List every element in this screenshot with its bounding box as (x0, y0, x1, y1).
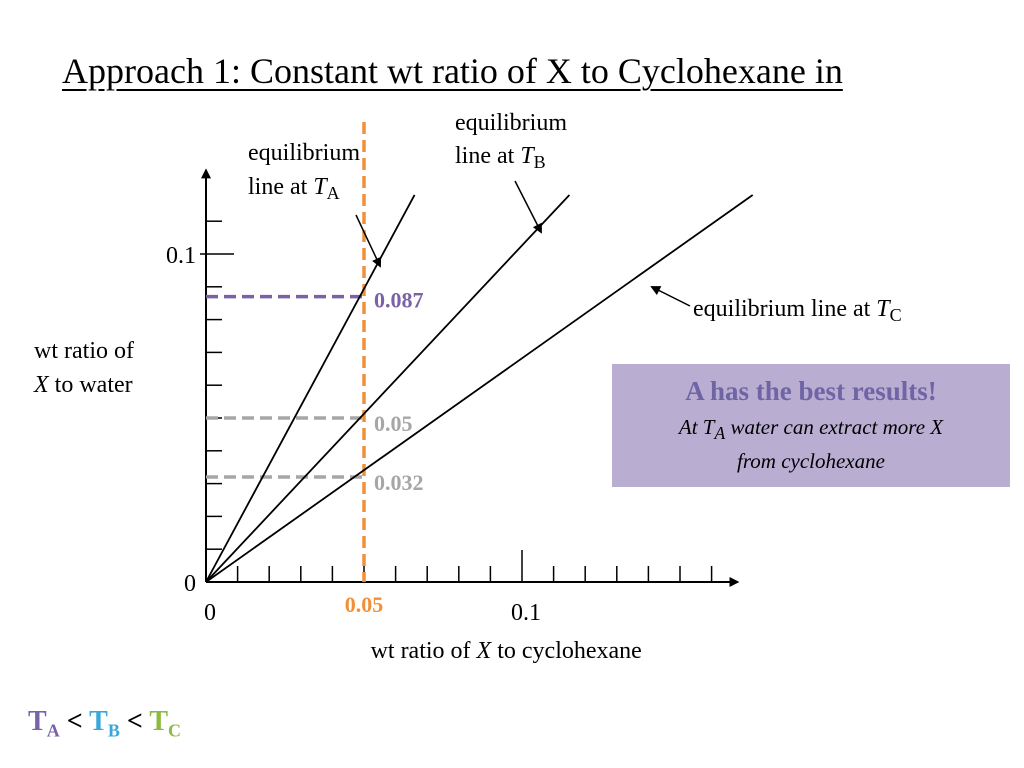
x-tick-label: 0 (204, 600, 216, 626)
order-lt-1: < (66, 706, 83, 737)
equilibrium-line-TA (205, 194, 416, 583)
order-ta: TA (28, 706, 60, 741)
y-axis-label-line2: X to water (33, 372, 133, 398)
y-tick-label: 0 (184, 571, 196, 597)
marker-label-2: 0.032 (374, 470, 424, 495)
pointer-arrow-ta (355, 214, 382, 268)
callout-line1-sub: A (714, 423, 726, 444)
y-tick-label: 0.1 (166, 243, 196, 269)
order-tc: TC (149, 706, 182, 741)
x-axis-label: wt ratio of X to cyclohexane (371, 638, 642, 664)
label-ta-line1: equilibrium (248, 140, 360, 166)
label-tb-line1: equilibrium (455, 110, 567, 136)
pointer-arrow-tc (650, 286, 691, 307)
label-tc: equilibrium line at TC (693, 296, 902, 325)
x-tick-label: 0.1 (511, 600, 541, 626)
equilibrium-line-TC (205, 194, 754, 583)
pointer-arrow-tb (514, 180, 542, 234)
slide-title: Approach 1: Constant wt ratio of X to Cy… (62, 51, 843, 91)
equilibrium-line-TB (205, 194, 571, 583)
result-callout: A has the best results! At TA water can … (612, 364, 1010, 487)
label-tb-line2: line at TB (455, 143, 546, 172)
temperature-ordering: TA < TB < TC (28, 706, 181, 742)
callout-heading: A has the best results! (685, 376, 937, 406)
order-tb: TB (89, 706, 120, 741)
vertical-marker-label: 0.05 (345, 592, 384, 617)
marker-label-1: 0.05 (374, 411, 413, 436)
callout-line1-var: T (702, 415, 715, 439)
callout-explanation: At TA water can extract more X from cycl… (612, 413, 1010, 475)
callout-line1-suffix: water can extract more X (725, 415, 944, 439)
marker-label-0: 0.087 (374, 288, 424, 313)
order-lt-2: < (126, 706, 143, 737)
label-ta-line2: line at TA (248, 174, 340, 203)
callout-line2: from cyclohexane (737, 449, 885, 474)
callout-line1-prefix: At (678, 415, 703, 439)
y-axis-label-line1: wt ratio of (34, 338, 134, 364)
